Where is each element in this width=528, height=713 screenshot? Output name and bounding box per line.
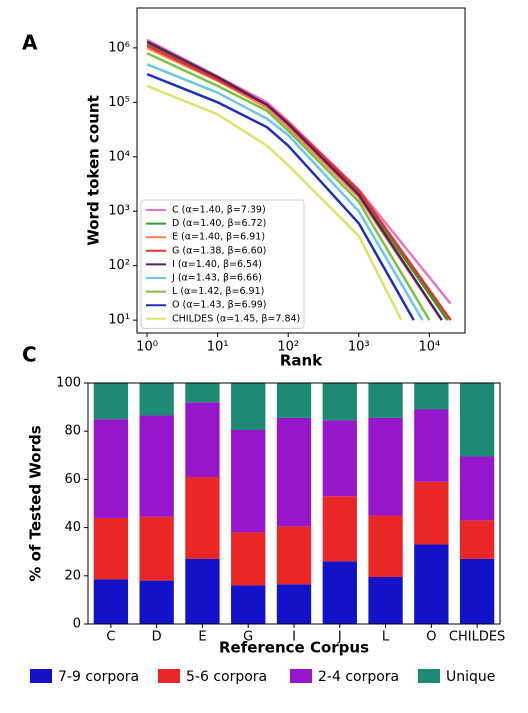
rank-frequency-line	[146, 52, 431, 321]
bar-segment	[231, 585, 266, 624]
bar-segment	[459, 520, 495, 559]
bar-segment	[139, 383, 174, 416]
bar-segment	[276, 417, 312, 527]
bar-segment	[414, 481, 449, 545]
legend-label: D (α=1.40, β=6.72)	[172, 218, 266, 229]
x-tick-label: 10⁴	[418, 340, 440, 355]
bar-segment	[139, 580, 174, 624]
x-tick-label: I	[292, 630, 296, 645]
bar-segment	[93, 579, 129, 624]
bar-segment	[139, 415, 174, 517]
legend-label: 5-6 corpora	[186, 669, 267, 685]
legend-label: G (α=1.38, β=6.60)	[172, 245, 266, 256]
rank-frequency-line	[146, 72, 415, 321]
y-tick-label: 10⁶	[108, 40, 130, 55]
rank-frequency-line	[146, 63, 424, 321]
legend-swatch	[418, 669, 440, 683]
rank-frequency-line	[146, 40, 443, 321]
bar-segment	[276, 584, 312, 624]
y-tick-label: 10¹	[108, 313, 130, 328]
y-tick-label: 10³	[108, 204, 130, 219]
x-tick-label: CHILDES	[449, 630, 505, 645]
bar-segment	[322, 561, 357, 624]
bar-segment	[322, 383, 357, 421]
bar-segment	[276, 526, 312, 585]
x-tick-label: C	[106, 630, 115, 645]
bar-segment	[93, 419, 129, 518]
legend-label: L (α=1.42, β=6.91)	[172, 286, 264, 297]
y-tick-label: 40	[64, 520, 81, 535]
legend-label: I (α=1.40, β=6.54)	[172, 259, 262, 270]
legend-label: J (α=1.43, β=6.66)	[171, 273, 262, 284]
legend-swatch	[158, 669, 180, 683]
y-tick-label: 10²	[108, 258, 130, 273]
bar-segment	[185, 402, 220, 477]
bar-segment	[368, 383, 403, 418]
bar-segment	[322, 420, 357, 497]
plot-frame	[87, 382, 501, 625]
x-tick-label: L	[382, 630, 390, 645]
legend-swatch	[30, 669, 52, 683]
bar-segment	[414, 544, 449, 624]
bar-segment	[231, 532, 266, 586]
y-axis-label: % of Tested Words	[27, 425, 45, 581]
x-tick-label: G	[243, 630, 253, 645]
bar-segment	[276, 383, 312, 418]
x-tick-label: E	[198, 630, 206, 645]
x-tick-label: 10²	[277, 340, 299, 355]
bar-segment	[139, 516, 174, 581]
legend-box	[140, 199, 305, 329]
legend-label: E (α=1.40, β=6.91)	[172, 232, 265, 243]
rank-frequency-line	[146, 84, 403, 321]
x-axis-label: Rank	[280, 352, 323, 370]
legend-label: 2-4 corpora	[318, 669, 399, 685]
bar-segment	[185, 383, 220, 403]
legend-label: Unique	[446, 669, 495, 685]
bar-segment	[231, 383, 266, 430]
panel-label: A	[22, 31, 38, 55]
bar-segment	[185, 558, 220, 624]
bar-segment	[459, 558, 495, 624]
y-tick-label: 60	[64, 472, 81, 487]
y-tick-label: 100	[56, 376, 81, 391]
x-tick-label: 10¹	[207, 340, 229, 355]
bar-segment	[459, 383, 495, 457]
x-tick-label: D	[152, 630, 162, 645]
y-tick-label: 80	[64, 424, 81, 439]
y-axis-label: Word token count	[85, 95, 103, 246]
y-tick-label: 20	[64, 568, 81, 583]
bar-segment	[185, 476, 220, 559]
bar-segment	[414, 383, 449, 410]
bar-segment	[459, 456, 495, 521]
y-tick-label: 0	[73, 617, 81, 632]
bar-segment	[93, 517, 129, 580]
x-tick-label: 10⁰	[136, 340, 158, 355]
y-tick-label: 10⁵	[108, 95, 130, 110]
bar-segment	[368, 515, 403, 578]
legend-swatch	[290, 669, 312, 683]
plot-frame	[136, 7, 466, 334]
x-tick-label: 10³	[348, 340, 370, 355]
legend-label: C (α=1.40, β=7.39)	[172, 205, 266, 216]
legend-label: O (α=1.43, β=6.99)	[172, 300, 267, 311]
panel-label: C	[22, 343, 37, 367]
x-tick-label: O	[426, 630, 436, 645]
legend-label: CHILDES (α=1.45, β=7.84)	[172, 313, 300, 324]
bar-segment	[322, 496, 357, 562]
bar-segment	[231, 429, 266, 533]
bar-segment	[93, 383, 129, 420]
y-tick-label: 10⁴	[108, 149, 130, 164]
legend-label: 7-9 corpora	[58, 669, 139, 685]
x-tick-label: J	[337, 630, 342, 645]
x-axis-label: Reference Corpus	[219, 639, 369, 657]
bar-segment	[414, 409, 449, 482]
bar-segment	[368, 417, 403, 516]
bar-segment	[368, 577, 403, 624]
